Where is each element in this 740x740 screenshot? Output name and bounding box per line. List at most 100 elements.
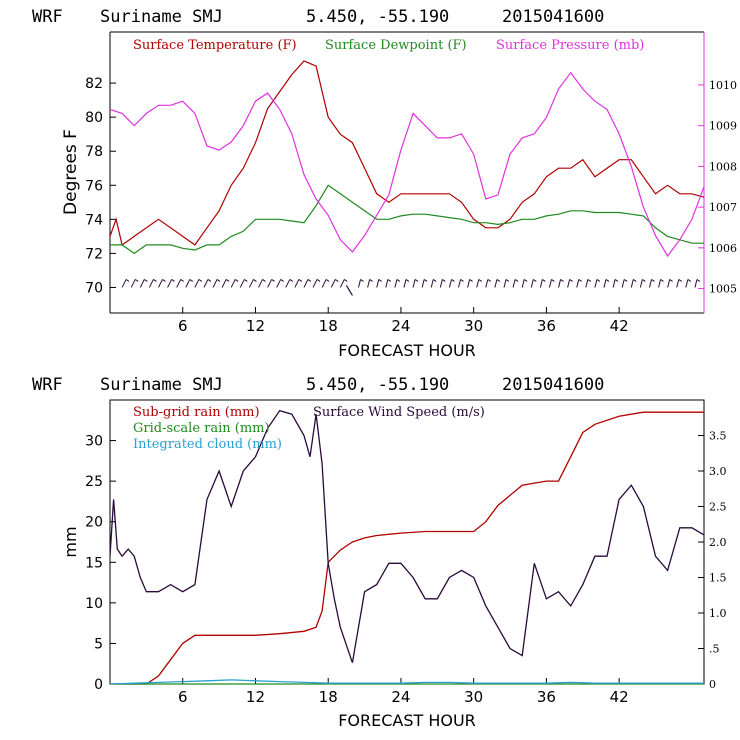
bottom-y2tick-label: 2.0 <box>709 536 727 549</box>
top-y2tick-label: 1005 <box>709 283 737 296</box>
top-header-date: 2015041600 <box>502 7 604 27</box>
wind-barb-flag <box>551 279 555 282</box>
wind-barb <box>512 279 516 288</box>
wind-barb-flag <box>687 279 692 282</box>
top-header-location: Suriname SMJ <box>100 7 223 27</box>
top-header-model: WRF <box>32 7 63 27</box>
bottom-ytick-label: 30 <box>85 434 103 450</box>
wind-barb <box>339 279 345 288</box>
wind-barb-flag <box>162 279 166 282</box>
bottom-xtick-label: 18 <box>319 688 338 706</box>
wind-barb <box>367 279 371 288</box>
bottom-header-location: Suriname SMJ <box>100 375 223 395</box>
top-ytick-label: 74 <box>85 212 103 228</box>
bottom-y2tick-label: 1.5 <box>709 572 727 585</box>
bottom-xtick-label: 6 <box>178 688 188 706</box>
top-xtick-label: 24 <box>391 317 410 335</box>
wind-barbs <box>121 279 701 296</box>
wind-barb <box>130 279 136 288</box>
wind-barb-flag <box>369 279 373 282</box>
wind-barb-flag <box>405 279 410 282</box>
bottom-ytick-label: 0 <box>94 677 103 693</box>
top-ticks: 6 12 18 24 30 36 42 70 72 74 76 78 80 82 1005 1006 1007 1… <box>85 76 737 335</box>
wind-barb <box>312 279 318 288</box>
series-temperature-line <box>109 60 705 246</box>
wind-barb-flag <box>207 279 212 282</box>
wind-barb <box>403 279 407 288</box>
wind-barb-flag <box>642 279 646 282</box>
wind-barb <box>176 279 182 288</box>
series-pressure-line <box>109 71 705 258</box>
bottom-ytick-label: 10 <box>85 596 103 612</box>
legend-cloud: Integrated cloud (mm) <box>133 437 282 452</box>
wind-barb <box>230 279 236 288</box>
wind-barb <box>267 279 273 288</box>
wind-barb <box>212 279 218 288</box>
wind-barb <box>667 279 671 288</box>
wind-barb-flag <box>632 279 637 282</box>
wind-barb-flag <box>442 279 446 282</box>
series-dewpoint-line <box>110 184 704 255</box>
top-header-coords: 5.450, -55.190 <box>306 7 449 27</box>
wind-barb <box>494 279 498 288</box>
top-xtick-label: 42 <box>610 317 629 335</box>
series-integrated-cloud-line <box>109 679 704 685</box>
wind-barb-flag <box>289 279 294 282</box>
legend-wind: Surface Wind Speed (m/s) <box>313 405 485 420</box>
wind-barb <box>630 279 634 288</box>
top-series <box>109 60 705 258</box>
top-xtick-label: 12 <box>246 317 265 335</box>
top-xtick-label: 18 <box>319 317 338 335</box>
wind-barb <box>276 279 282 288</box>
wind-barb-flag <box>144 279 148 282</box>
wind-barb <box>330 279 336 288</box>
wind-barb <box>503 279 507 288</box>
legend-gridscale: Grid-scale rain (mm) <box>133 421 270 436</box>
wind-barb <box>521 279 525 288</box>
bottom-xtick-label: 12 <box>246 688 265 706</box>
wind-barb-flag <box>578 279 582 282</box>
top-ytick-label: 72 <box>85 246 103 262</box>
wind-barb-flag <box>307 279 312 282</box>
wind-barb-flag <box>153 279 157 282</box>
top-ytick-label: 80 <box>85 110 103 126</box>
top-xtick-label: 30 <box>464 317 483 335</box>
wind-barb <box>185 279 191 288</box>
wind-barb-flag <box>216 279 221 282</box>
wind-barb-flag <box>696 279 701 282</box>
bottom-y2tick-label: .5 <box>709 643 720 656</box>
bottom-ticks: 6 12 18 24 30 36 42 0 5 10 15 20 25 30 0 .5 1.0 1.5 2.0 2.5… <box>85 430 726 707</box>
wind-barb <box>558 279 562 288</box>
wind-barb <box>567 279 571 288</box>
wind-barb <box>603 279 607 288</box>
wind-barb-flag <box>360 279 364 282</box>
wind-barb <box>612 279 616 288</box>
wind-barb-flag <box>253 279 257 282</box>
wind-barb-flag <box>532 279 537 282</box>
wind-barb <box>139 279 145 288</box>
wind-barb-flag <box>262 279 266 282</box>
top-y2tick-label: 1010 <box>709 79 737 92</box>
wind-barb <box>239 279 245 288</box>
wind-barb <box>385 279 389 288</box>
wind-barb <box>203 279 209 288</box>
wind-barb <box>376 279 380 288</box>
wind-barb-flag <box>614 279 619 282</box>
wind-barb-flag <box>325 279 330 282</box>
wind-barb-flag <box>414 279 419 282</box>
wind-barb-flag <box>523 279 528 282</box>
wind-barb <box>539 279 543 288</box>
wind-barb <box>158 279 163 288</box>
wind-barb-flag <box>660 279 664 282</box>
wind-barb <box>321 279 327 288</box>
wind-barb-flag <box>542 279 546 282</box>
top-ylabel: Degrees F <box>61 129 81 215</box>
wind-barb-flag <box>651 279 655 282</box>
wind-barb <box>576 279 580 288</box>
bottom-header-coords: 5.450, -55.190 <box>306 375 449 395</box>
wind-barb <box>548 279 552 288</box>
wind-barb-flag <box>378 279 382 282</box>
wind-barb <box>412 279 416 288</box>
bottom-xtick-label: 36 <box>537 688 556 706</box>
